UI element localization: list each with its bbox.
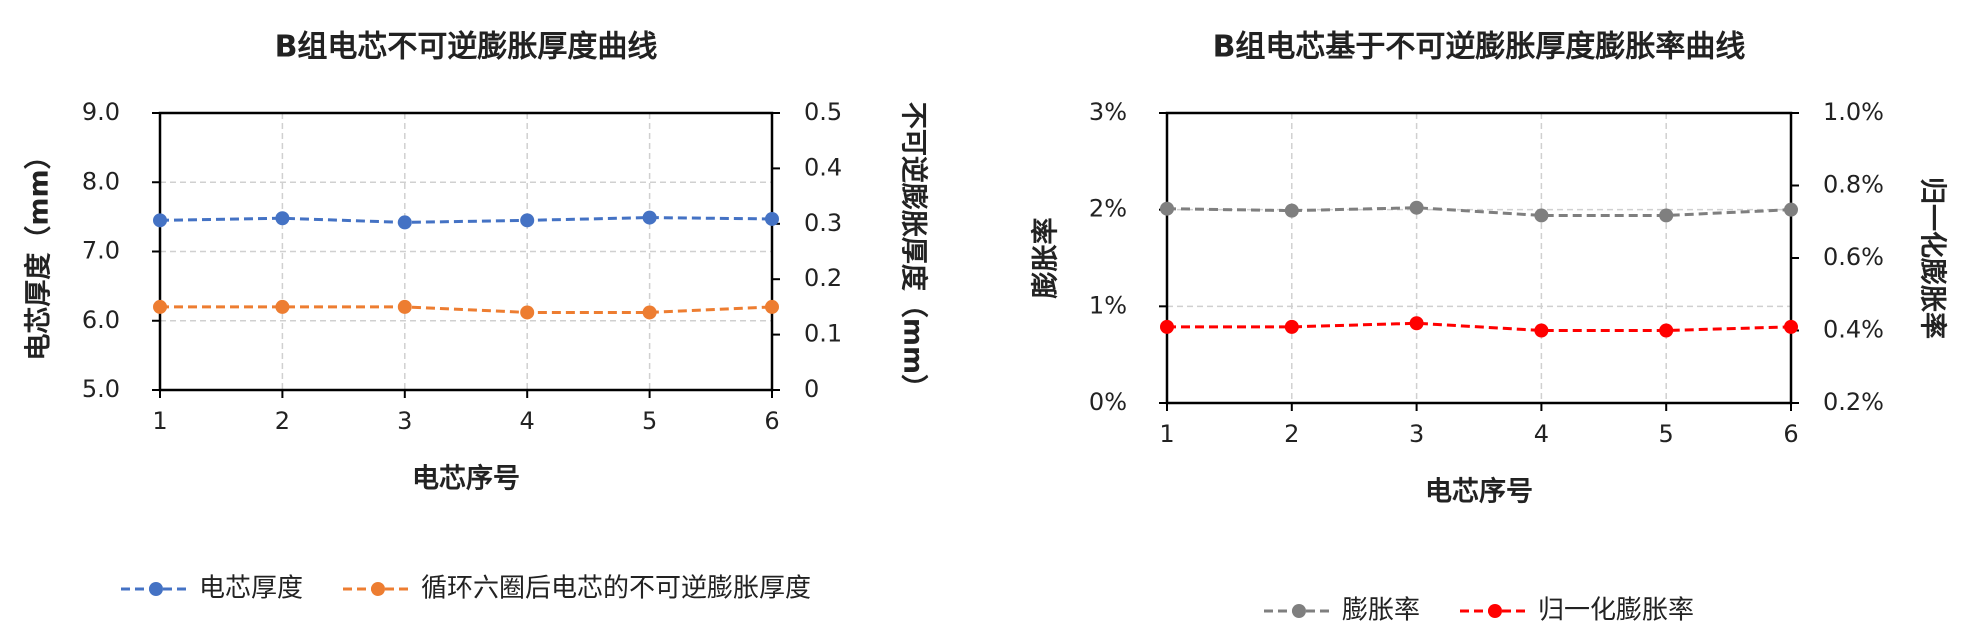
y2-tick-label: 0.4 — [804, 153, 842, 181]
x-tick-label: 4 — [520, 407, 535, 435]
data-point — [1284, 319, 1299, 334]
y-axis-title: 电芯厚度（mm） — [23, 142, 55, 360]
data-point — [1284, 203, 1299, 218]
x-tick-label: 2 — [1284, 420, 1299, 448]
y2-tick-label: 0.2% — [1823, 388, 1884, 416]
x-tick-label: 6 — [1783, 420, 1798, 448]
data-point — [1160, 319, 1174, 334]
y-tick-label: 6.0 — [82, 306, 120, 334]
x-tick-label: 6 — [764, 407, 779, 435]
y2-axis-title: 不可逆膨胀厚度（mm） — [898, 102, 930, 401]
series-line — [1167, 321, 1792, 332]
y2-tick-label: 0.2 — [804, 264, 842, 292]
data-point — [1409, 316, 1424, 331]
data-point — [1534, 323, 1549, 338]
x-tick-label: 3 — [397, 407, 412, 435]
legend-marker — [371, 582, 385, 596]
y-axis-title: 膨胀率 — [1030, 218, 1062, 299]
y2-tick-label: 0.4% — [1823, 316, 1884, 344]
data-point — [642, 210, 657, 225]
x-tick-label: 3 — [1409, 420, 1424, 448]
x-tick-label: 5 — [642, 407, 657, 435]
x-axis-title: 电芯序号 — [412, 463, 520, 495]
y-tick-label: 5.0 — [82, 375, 120, 403]
x-tick-label: 4 — [1534, 420, 1549, 448]
chart-title: B组电芯基于不可逆膨胀厚度膨胀率曲线 — [1213, 30, 1746, 65]
x-tick-label: 1 — [152, 407, 167, 435]
data-point — [1659, 323, 1674, 338]
y-tick-label: 3% — [1089, 98, 1127, 126]
data-point — [1160, 201, 1174, 216]
data-point — [275, 299, 290, 314]
legend-marker — [1291, 604, 1306, 618]
y2-tick-label: 0.6% — [1823, 243, 1884, 271]
y2-tick-label: 0.3 — [804, 209, 842, 237]
data-point — [1534, 208, 1549, 223]
data-point — [1784, 319, 1798, 334]
data-point — [765, 211, 779, 226]
y2-tick-label: 0.8% — [1823, 171, 1884, 199]
data-point — [1409, 200, 1424, 215]
legend-label: 电芯厚度 — [199, 574, 303, 604]
data-point — [765, 299, 779, 314]
data-point — [397, 215, 412, 230]
plot-frame — [1165, 111, 1793, 405]
y2-tick-label: 0.5 — [804, 98, 842, 126]
legend: 电芯厚度 循环六圈后电芯的不可逆膨胀厚度 — [120, 574, 811, 604]
data-point — [153, 299, 167, 314]
data-point — [153, 213, 167, 228]
legend-label: 膨胀率 — [1342, 596, 1420, 626]
legend-marker — [148, 582, 163, 596]
y2-tick-label: 0.1 — [804, 320, 842, 348]
data-point — [397, 299, 412, 314]
series-line — [159, 216, 773, 224]
y-tick-label: 9.0 — [82, 98, 120, 126]
x-tick-label: 2 — [275, 407, 290, 435]
chart-title: B组电芯不可逆膨胀厚度曲线 — [275, 30, 658, 65]
y-tick-label: 8.0 — [82, 167, 120, 195]
x-axis-title: 电芯序号 — [1425, 476, 1533, 508]
x-tick-label: 5 — [1659, 420, 1674, 448]
y-tick-label: 1% — [1089, 291, 1127, 319]
legend: 膨胀率 归一化膨胀率 — [1263, 596, 1694, 626]
y2-axis-title: 归一化膨胀率 — [1917, 177, 1949, 339]
series-line — [160, 305, 773, 314]
y-tick-label: 7.0 — [82, 237, 120, 265]
y2-tick-label: 1.0% — [1823, 98, 1884, 126]
x-tick-label: 1 — [1159, 420, 1174, 448]
plot-frame — [158, 111, 774, 392]
legend-marker — [1488, 604, 1502, 618]
legend-label: 循环六圈后电芯的不可逆膨胀厚度 — [421, 574, 811, 604]
y2-tick-label: 0 — [804, 375, 819, 403]
y-tick-label: 0% — [1089, 388, 1127, 416]
data-point — [520, 305, 535, 320]
data-point — [1784, 202, 1798, 217]
data-point — [1659, 208, 1674, 223]
data-point — [520, 213, 535, 228]
series-line — [1166, 206, 1792, 217]
legend-label: 归一化膨胀率 — [1538, 596, 1694, 626]
data-point — [642, 305, 657, 320]
y-tick-label: 2% — [1089, 195, 1127, 223]
data-point — [275, 211, 290, 226]
